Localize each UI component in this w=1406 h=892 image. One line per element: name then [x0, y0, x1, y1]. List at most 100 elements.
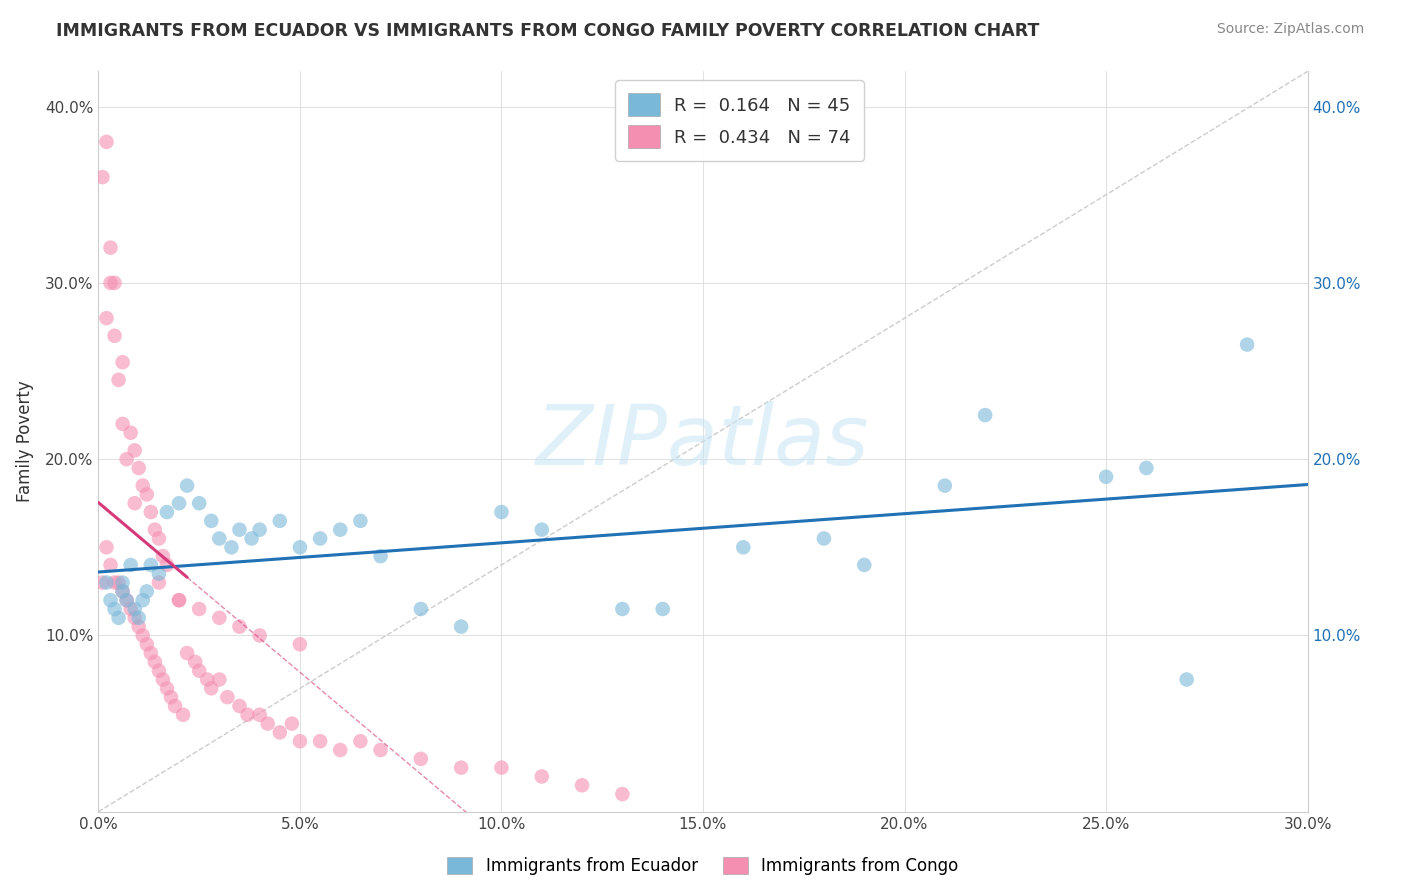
- Point: [148, 532, 170, 546]
- Point: [184, 655, 207, 669]
- Point: [103, 575, 125, 590]
- Point: [208, 532, 231, 546]
- Point: [349, 514, 371, 528]
- Point: [132, 628, 155, 642]
- Point: [128, 619, 150, 633]
- Point: [208, 673, 231, 687]
- Point: [143, 523, 166, 537]
- Point: [934, 478, 956, 492]
- Point: [813, 532, 835, 546]
- Point: [1175, 673, 1198, 687]
- Point: [139, 646, 162, 660]
- Point: [208, 611, 231, 625]
- Point: [120, 602, 142, 616]
- Point: [128, 461, 150, 475]
- Y-axis label: Family Poverty: Family Poverty: [15, 381, 34, 502]
- Point: [156, 558, 179, 572]
- Point: [124, 443, 146, 458]
- Point: [111, 355, 134, 369]
- Point: [176, 646, 198, 660]
- Point: [115, 593, 138, 607]
- Point: [91, 170, 114, 185]
- Point: [100, 558, 122, 572]
- Point: [370, 549, 392, 563]
- Point: [240, 532, 263, 546]
- Point: [107, 373, 129, 387]
- Point: [124, 602, 146, 616]
- Point: [329, 523, 352, 537]
- Point: [450, 619, 472, 633]
- Point: [228, 698, 250, 713]
- Point: [228, 619, 250, 633]
- Point: [491, 505, 513, 519]
- Point: [530, 769, 553, 783]
- Point: [100, 276, 122, 290]
- Text: ZIPatlas: ZIPatlas: [536, 401, 870, 482]
- Point: [853, 558, 876, 572]
- Point: [571, 778, 593, 792]
- Point: [124, 496, 146, 510]
- Point: [612, 602, 634, 616]
- Point: [96, 541, 118, 555]
- Point: [148, 575, 170, 590]
- Point: [135, 584, 157, 599]
- Point: [128, 611, 150, 625]
- Point: [103, 602, 125, 616]
- Point: [733, 541, 755, 555]
- Point: [132, 478, 155, 492]
- Point: [148, 566, 170, 581]
- Point: [188, 602, 211, 616]
- Point: [152, 549, 174, 563]
- Point: [111, 584, 134, 599]
- Point: [269, 514, 291, 528]
- Point: [152, 673, 174, 687]
- Point: [228, 523, 250, 537]
- Point: [349, 734, 371, 748]
- Point: [256, 716, 278, 731]
- Point: [107, 611, 129, 625]
- Point: [974, 408, 997, 422]
- Point: [103, 276, 125, 290]
- Point: [195, 673, 218, 687]
- Point: [167, 593, 190, 607]
- Point: [309, 532, 332, 546]
- Point: [200, 681, 222, 696]
- Point: [120, 425, 142, 440]
- Point: [139, 558, 162, 572]
- Point: [288, 637, 311, 651]
- Point: [188, 664, 211, 678]
- Point: [124, 611, 146, 625]
- Point: [160, 690, 183, 705]
- Text: Source: ZipAtlas.com: Source: ZipAtlas.com: [1216, 22, 1364, 37]
- Point: [188, 496, 211, 510]
- Point: [269, 725, 291, 739]
- Point: [107, 575, 129, 590]
- Legend: R =  0.164   N = 45, R =  0.434   N = 74: R = 0.164 N = 45, R = 0.434 N = 74: [614, 80, 863, 161]
- Point: [132, 593, 155, 607]
- Point: [115, 593, 138, 607]
- Point: [156, 505, 179, 519]
- Legend: Immigrants from Ecuador, Immigrants from Congo: Immigrants from Ecuador, Immigrants from…: [439, 849, 967, 884]
- Point: [111, 575, 134, 590]
- Point: [115, 452, 138, 467]
- Point: [91, 575, 114, 590]
- Point: [651, 602, 673, 616]
- Point: [167, 593, 190, 607]
- Point: [281, 716, 304, 731]
- Point: [172, 707, 194, 722]
- Point: [96, 311, 118, 326]
- Point: [111, 417, 134, 431]
- Point: [135, 487, 157, 501]
- Point: [200, 514, 222, 528]
- Point: [612, 787, 634, 801]
- Text: IMMIGRANTS FROM ECUADOR VS IMMIGRANTS FROM CONGO FAMILY POVERTY CORRELATION CHAR: IMMIGRANTS FROM ECUADOR VS IMMIGRANTS FR…: [56, 22, 1039, 40]
- Point: [249, 523, 271, 537]
- Point: [236, 707, 259, 722]
- Point: [309, 734, 332, 748]
- Point: [96, 135, 118, 149]
- Point: [143, 655, 166, 669]
- Point: [111, 584, 134, 599]
- Point: [249, 707, 271, 722]
- Point: [96, 575, 118, 590]
- Point: [221, 541, 243, 555]
